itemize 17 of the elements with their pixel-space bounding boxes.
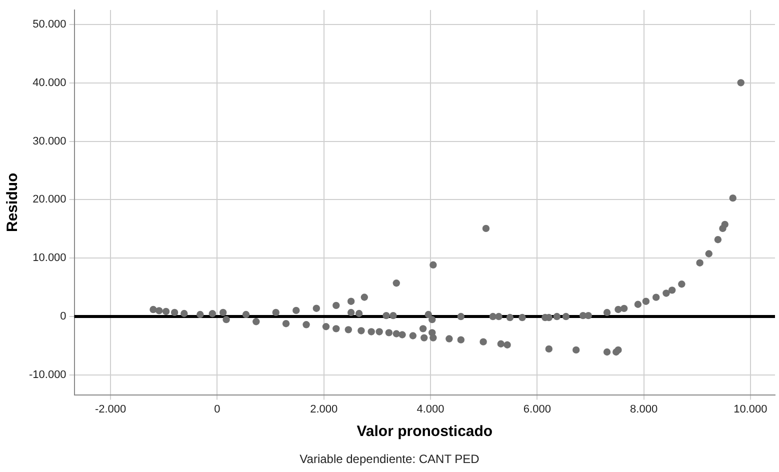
x-tick-label: 10.000 — [734, 403, 768, 416]
text: Variable dependiente: CANT PED — [298, 452, 480, 466]
x-tick-label: 0 — [214, 403, 220, 416]
x-tick-label: 4.000 — [416, 403, 444, 416]
y-tick-label: -10.000 — [28, 368, 66, 381]
y-tick-label: 30.000 — [32, 135, 66, 148]
y-tick-label: 10.000 — [32, 252, 66, 264]
x-tick-label: 6.000 — [523, 403, 551, 416]
x-tick-label: 8.000 — [630, 403, 658, 416]
y-tick-label: 50.000 — [32, 18, 66, 31]
y-axis-title: Residuo — [4, 172, 22, 232]
y-tick-label: 0 — [60, 310, 66, 323]
y-tick-label: 20.000 — [32, 194, 66, 206]
x-axis-title: Valor pronosticado — [356, 423, 493, 440]
x-tick-label: 2.000 — [310, 403, 338, 416]
y-tick-label: 40.000 — [32, 76, 66, 89]
x-tick-label: -2.000 — [94, 403, 126, 416]
